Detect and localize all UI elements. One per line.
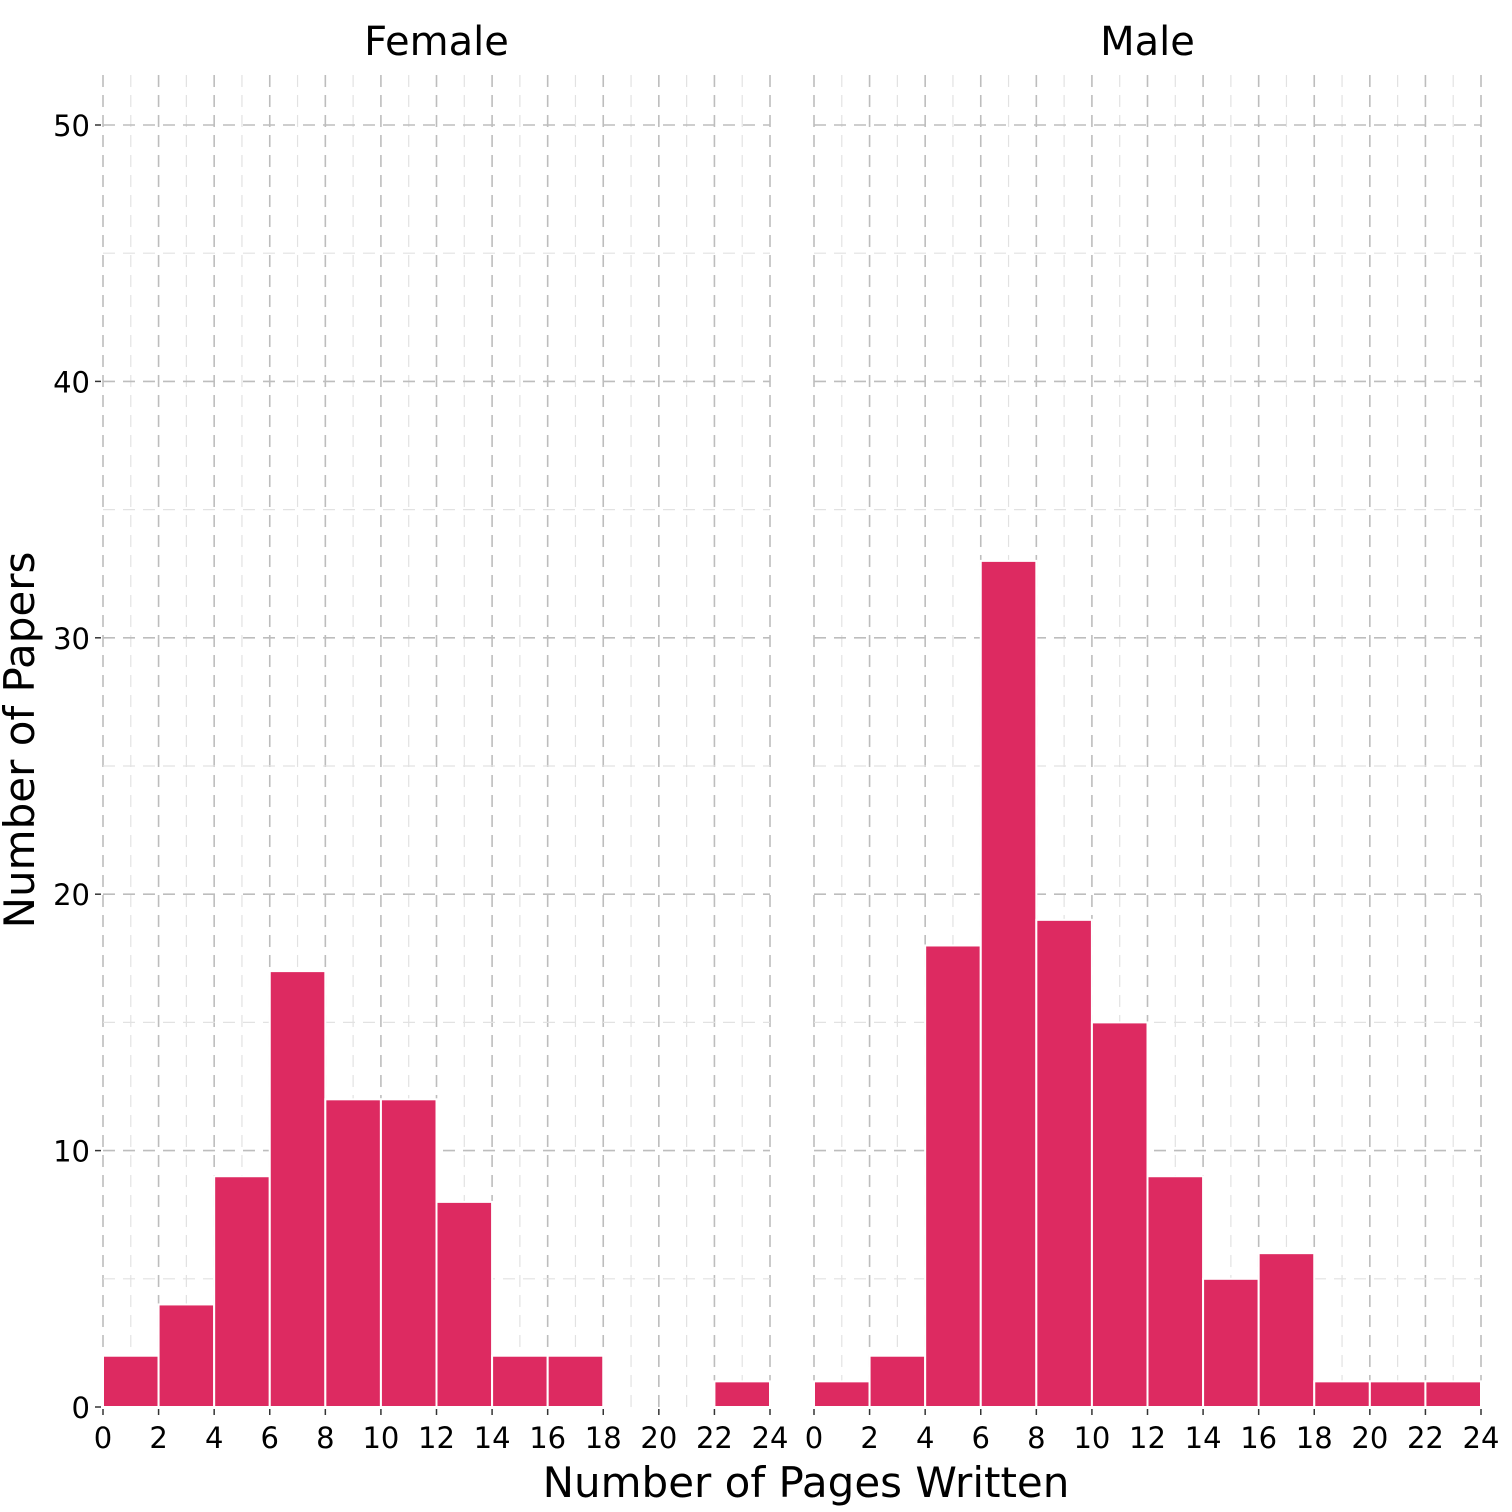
facet-label: Female [364, 19, 509, 65]
histogram-bar [1202, 1277, 1260, 1409]
histogram-bar [491, 1354, 549, 1408]
y-tick-label: 40 [53, 365, 90, 399]
bars-layer [102, 559, 1482, 1409]
x-tick-label: 4 [205, 1421, 223, 1455]
x-tick-label: 12 [418, 1421, 455, 1455]
x-tick-label: 0 [805, 1421, 823, 1455]
histogram-bar [713, 1380, 772, 1408]
histogram-bar [868, 1354, 927, 1408]
histogram-bar [1090, 1021, 1149, 1409]
histogram-bar [1313, 1380, 1371, 1408]
histogram-bar [1146, 1175, 1205, 1408]
x-tick-label: 0 [94, 1421, 112, 1455]
x-tick-label: 12 [1129, 1421, 1166, 1455]
histogram-bar [1424, 1380, 1482, 1408]
histogram-bar [546, 1354, 605, 1408]
grid-layer [102, 75, 1482, 1407]
x-tick-label: 16 [1240, 1421, 1277, 1455]
x-tick-label: 2 [149, 1421, 167, 1455]
x-tick-label: 24 [1463, 1421, 1500, 1455]
y-axis-title: Number of Papers [0, 552, 44, 929]
x-tick-label: 14 [474, 1421, 511, 1455]
histogram-bar [924, 944, 982, 1408]
x-tick-label: 8 [1027, 1421, 1045, 1455]
histogram-bar [324, 1098, 382, 1408]
x-tick-label: 10 [1073, 1421, 1110, 1455]
histogram-bar [1035, 918, 1093, 1409]
y-tick-label: 0 [72, 1391, 90, 1425]
y-tick-label: 50 [53, 109, 90, 143]
y-tick-label: 30 [53, 622, 90, 656]
x-tick-label: 18 [1296, 1421, 1333, 1455]
histogram-bar [1368, 1380, 1427, 1408]
x-tick-label: 22 [1407, 1421, 1444, 1455]
histogram-bar [379, 1098, 438, 1408]
histogram-bar [979, 559, 1038, 1408]
histogram-bar [435, 1200, 494, 1408]
x-tick-label: 2 [860, 1421, 878, 1455]
x-tick-label: 18 [585, 1421, 622, 1455]
x-tick-label: 22 [696, 1421, 733, 1455]
histogram-bar [1257, 1252, 1316, 1409]
y-tick-label: 10 [53, 1135, 90, 1169]
histogram-bar [102, 1354, 160, 1408]
x-tick-label: 6 [261, 1421, 279, 1455]
histogram-bar [157, 1303, 216, 1408]
x-tick-label: 10 [362, 1421, 399, 1455]
x-tick-label: 6 [972, 1421, 990, 1455]
x-tick-label: 14 [1185, 1421, 1222, 1455]
histogram-bar [268, 970, 327, 1408]
x-tick-label: 4 [916, 1421, 934, 1455]
y-tick-label: 20 [53, 878, 90, 912]
x-tick-label: 20 [1351, 1421, 1388, 1455]
x-axis-title: Number of Pages Written [543, 1458, 1070, 1507]
x-tick-label: 20 [640, 1421, 677, 1455]
facet-label: Male [1100, 19, 1195, 65]
histogram-bar [213, 1175, 271, 1408]
histogram-bar [813, 1380, 871, 1408]
x-tick-label: 8 [316, 1421, 334, 1455]
x-tick-label: 24 [752, 1421, 789, 1455]
x-tick-label: 16 [529, 1421, 566, 1455]
